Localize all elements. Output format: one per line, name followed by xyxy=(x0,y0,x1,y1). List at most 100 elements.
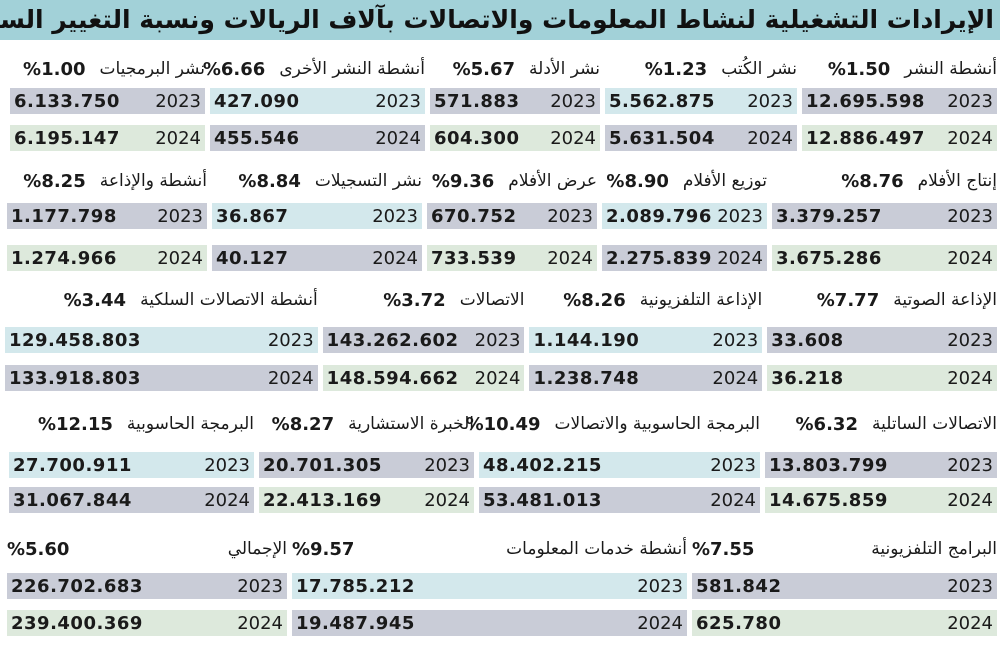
year-label: 2024 xyxy=(710,489,756,511)
revenue-value: 226.702.683 xyxy=(11,575,143,597)
change-percent: %7.55 xyxy=(692,538,755,560)
category-header: عرض الأفلام %9.36 xyxy=(427,168,597,194)
revenue-value: 129.458.803 xyxy=(8,329,141,351)
revenue-value: 6.195.147 xyxy=(14,127,120,149)
revenue-value: 40.127 xyxy=(216,247,289,269)
category-column: نشر التسجيلات %8.84 2023 36.867 2024 40.127 xyxy=(212,164,422,271)
year-label: 2023 xyxy=(947,454,993,476)
value-row-2023: 2023 5.562.875 xyxy=(605,88,797,114)
category-column: الخبرة الاستشارية %8.27 2023 20.701.305 2024… xyxy=(259,407,474,513)
change-percent: %8.26 xyxy=(563,289,626,311)
year-label: 2024 xyxy=(947,612,993,634)
category-column: نشر الكُتب %1.23 2023 5.562.875 2024 5.631.50… xyxy=(605,52,797,151)
year-label: 2024 xyxy=(747,127,793,149)
revenue-value: 53.481.013 xyxy=(483,489,602,511)
year-label: 2024 xyxy=(157,247,203,269)
category-column: الاتصالات %3.72 2023 143.262.602 2024 148.594… xyxy=(322,283,525,391)
year-label: 2024 xyxy=(717,247,763,269)
change-percent: %8.76 xyxy=(841,170,904,192)
year-label: 2023 xyxy=(550,90,596,112)
category-column: الإذاعة الصوتية %7.77 2023 33.608 2024 36.218 xyxy=(767,283,997,391)
category-name: أنشطة الاتصالات السلكية xyxy=(140,290,318,310)
revenue-value: 455.546 xyxy=(214,127,300,149)
revenue-value: 581.842 xyxy=(696,575,782,597)
category-column: نشر البرمجيات %1.00 2023 6.133.750 2024 6.195… xyxy=(10,52,205,151)
category-name: نشر الأدلة xyxy=(529,59,600,79)
category-name: نشر التسجيلات xyxy=(314,171,422,191)
category-header: أنشطة خدمات المعلومات %9.57 xyxy=(292,536,687,562)
value-row-2023: 2023 27.700.911 xyxy=(9,452,254,478)
category-header: الإجمالي %5.60 xyxy=(7,536,287,562)
value-row-2024: 2024 1.238.748 xyxy=(529,365,763,391)
revenue-value: 2.089.796 xyxy=(606,205,712,227)
category-name: الإذاعة التلفزيونية xyxy=(639,290,763,310)
year-label: 2024 xyxy=(547,247,593,269)
change-percent: %8.90 xyxy=(606,170,669,192)
page-title: الإيرادات التشغيلية لنشاط المعلومات والا… xyxy=(0,0,1000,40)
revenue-value: 5.631.504 xyxy=(609,127,715,149)
category-name: أنشطة خدمات المعلومات xyxy=(506,539,687,559)
revenue-value: 1.238.748 xyxy=(533,367,640,389)
category-header: توزيع الأفلام %8.90 xyxy=(602,168,767,194)
revenue-value: 1.177.798 xyxy=(11,205,117,227)
category-header: نشر البرمجيات %1.00 xyxy=(10,56,205,82)
year-label: 2024 xyxy=(155,127,201,149)
change-percent: %9.57 xyxy=(292,538,355,560)
revenue-value: 36.867 xyxy=(216,205,289,227)
revenue-value: 571.883 xyxy=(434,90,520,112)
change-percent: %6.32 xyxy=(795,413,858,435)
change-percent: %9.36 xyxy=(431,170,495,192)
value-row-2023: 2023 581.842 xyxy=(692,573,997,599)
revenue-value: 6.133.750 xyxy=(14,90,120,112)
category-header: نشر التسجيلات %8.84 xyxy=(212,168,422,194)
year-label: 2024 xyxy=(474,367,521,389)
year-label: 2023 xyxy=(155,90,201,112)
category-name: الاتصالات الساتلية xyxy=(871,414,997,434)
change-percent: %1.23 xyxy=(644,58,708,80)
change-percent: %10.49 xyxy=(465,413,541,435)
revenue-value: 670.752 xyxy=(431,205,517,227)
category-name: الإذاعة الصوتية xyxy=(893,290,997,310)
year-label: 2024 xyxy=(712,367,759,389)
revenue-value: 31.067.844 xyxy=(13,489,132,511)
year-label: 2024 xyxy=(637,612,683,634)
year-label: 2024 xyxy=(375,127,421,149)
year-label: 2023 xyxy=(717,205,763,227)
category-column: نشر الأدلة %5.67 2023 571.883 2024 604.300 xyxy=(430,52,600,151)
category-column: الاتصالات الساتلية %6.32 2023 13.803.799 202… xyxy=(765,407,997,513)
year-label: 2023 xyxy=(747,90,793,112)
revenue-value: 12.695.598 xyxy=(806,90,925,112)
revenue-value: 625.780 xyxy=(696,612,782,634)
revenue-value: 604.300 xyxy=(434,127,520,149)
category-column: الإذاعة التلفزيونية %8.26 2023 1.144.190 202… xyxy=(529,283,763,391)
revenue-value: 33.608 xyxy=(771,329,844,351)
year-label: 2023 xyxy=(204,454,250,476)
category-column: أنشطة النشر %1.50 2023 12.695.598 2024 12.886… xyxy=(802,52,997,151)
category-name: إنتاج الأفلام xyxy=(917,171,997,191)
category-name: عرض الأفلام xyxy=(508,171,597,191)
revenue-value: 3.675.286 xyxy=(776,247,882,269)
category-name: البرامج التلفزيونية xyxy=(871,539,997,559)
year-label: 2023 xyxy=(375,90,421,112)
change-percent: %3.44 xyxy=(63,289,127,311)
year-label: 2023 xyxy=(947,329,993,351)
revenue-value: 1.144.190 xyxy=(533,329,640,351)
category-name: الخبرة الاستشارية xyxy=(348,414,474,434)
category-name: أنشطة والإذاعة xyxy=(99,171,207,191)
value-row-2023: 2023 3.379.257 xyxy=(772,203,997,229)
revenue-value: 733.539 xyxy=(431,247,517,269)
section-4: الاتصالات الساتلية %6.32 2023 13.803.799 202… xyxy=(5,407,997,513)
revenue-value: 148.594.662 xyxy=(326,367,459,389)
value-row-2023: 2023 427.090 xyxy=(210,88,425,114)
revenue-value: 22.413.169 xyxy=(263,489,382,511)
year-label: 2024 xyxy=(550,127,596,149)
value-row-2024: 2024 36.218 xyxy=(767,365,997,391)
category-column: البرامج التلفزيونية %7.55 2023 581.842 2024 6… xyxy=(692,532,997,636)
year-label: 2024 xyxy=(267,367,314,389)
value-row-2024: 2024 5.631.504 xyxy=(605,125,797,151)
category-header: أنشطة الاتصالات السلكية %3.44 xyxy=(5,287,318,313)
revenue-value: 427.090 xyxy=(214,90,300,112)
value-row-2023: 2023 17.785.212 xyxy=(292,573,687,599)
value-row-2024: 2024 19.487.945 xyxy=(292,610,687,636)
year-label: 2023 xyxy=(424,454,470,476)
